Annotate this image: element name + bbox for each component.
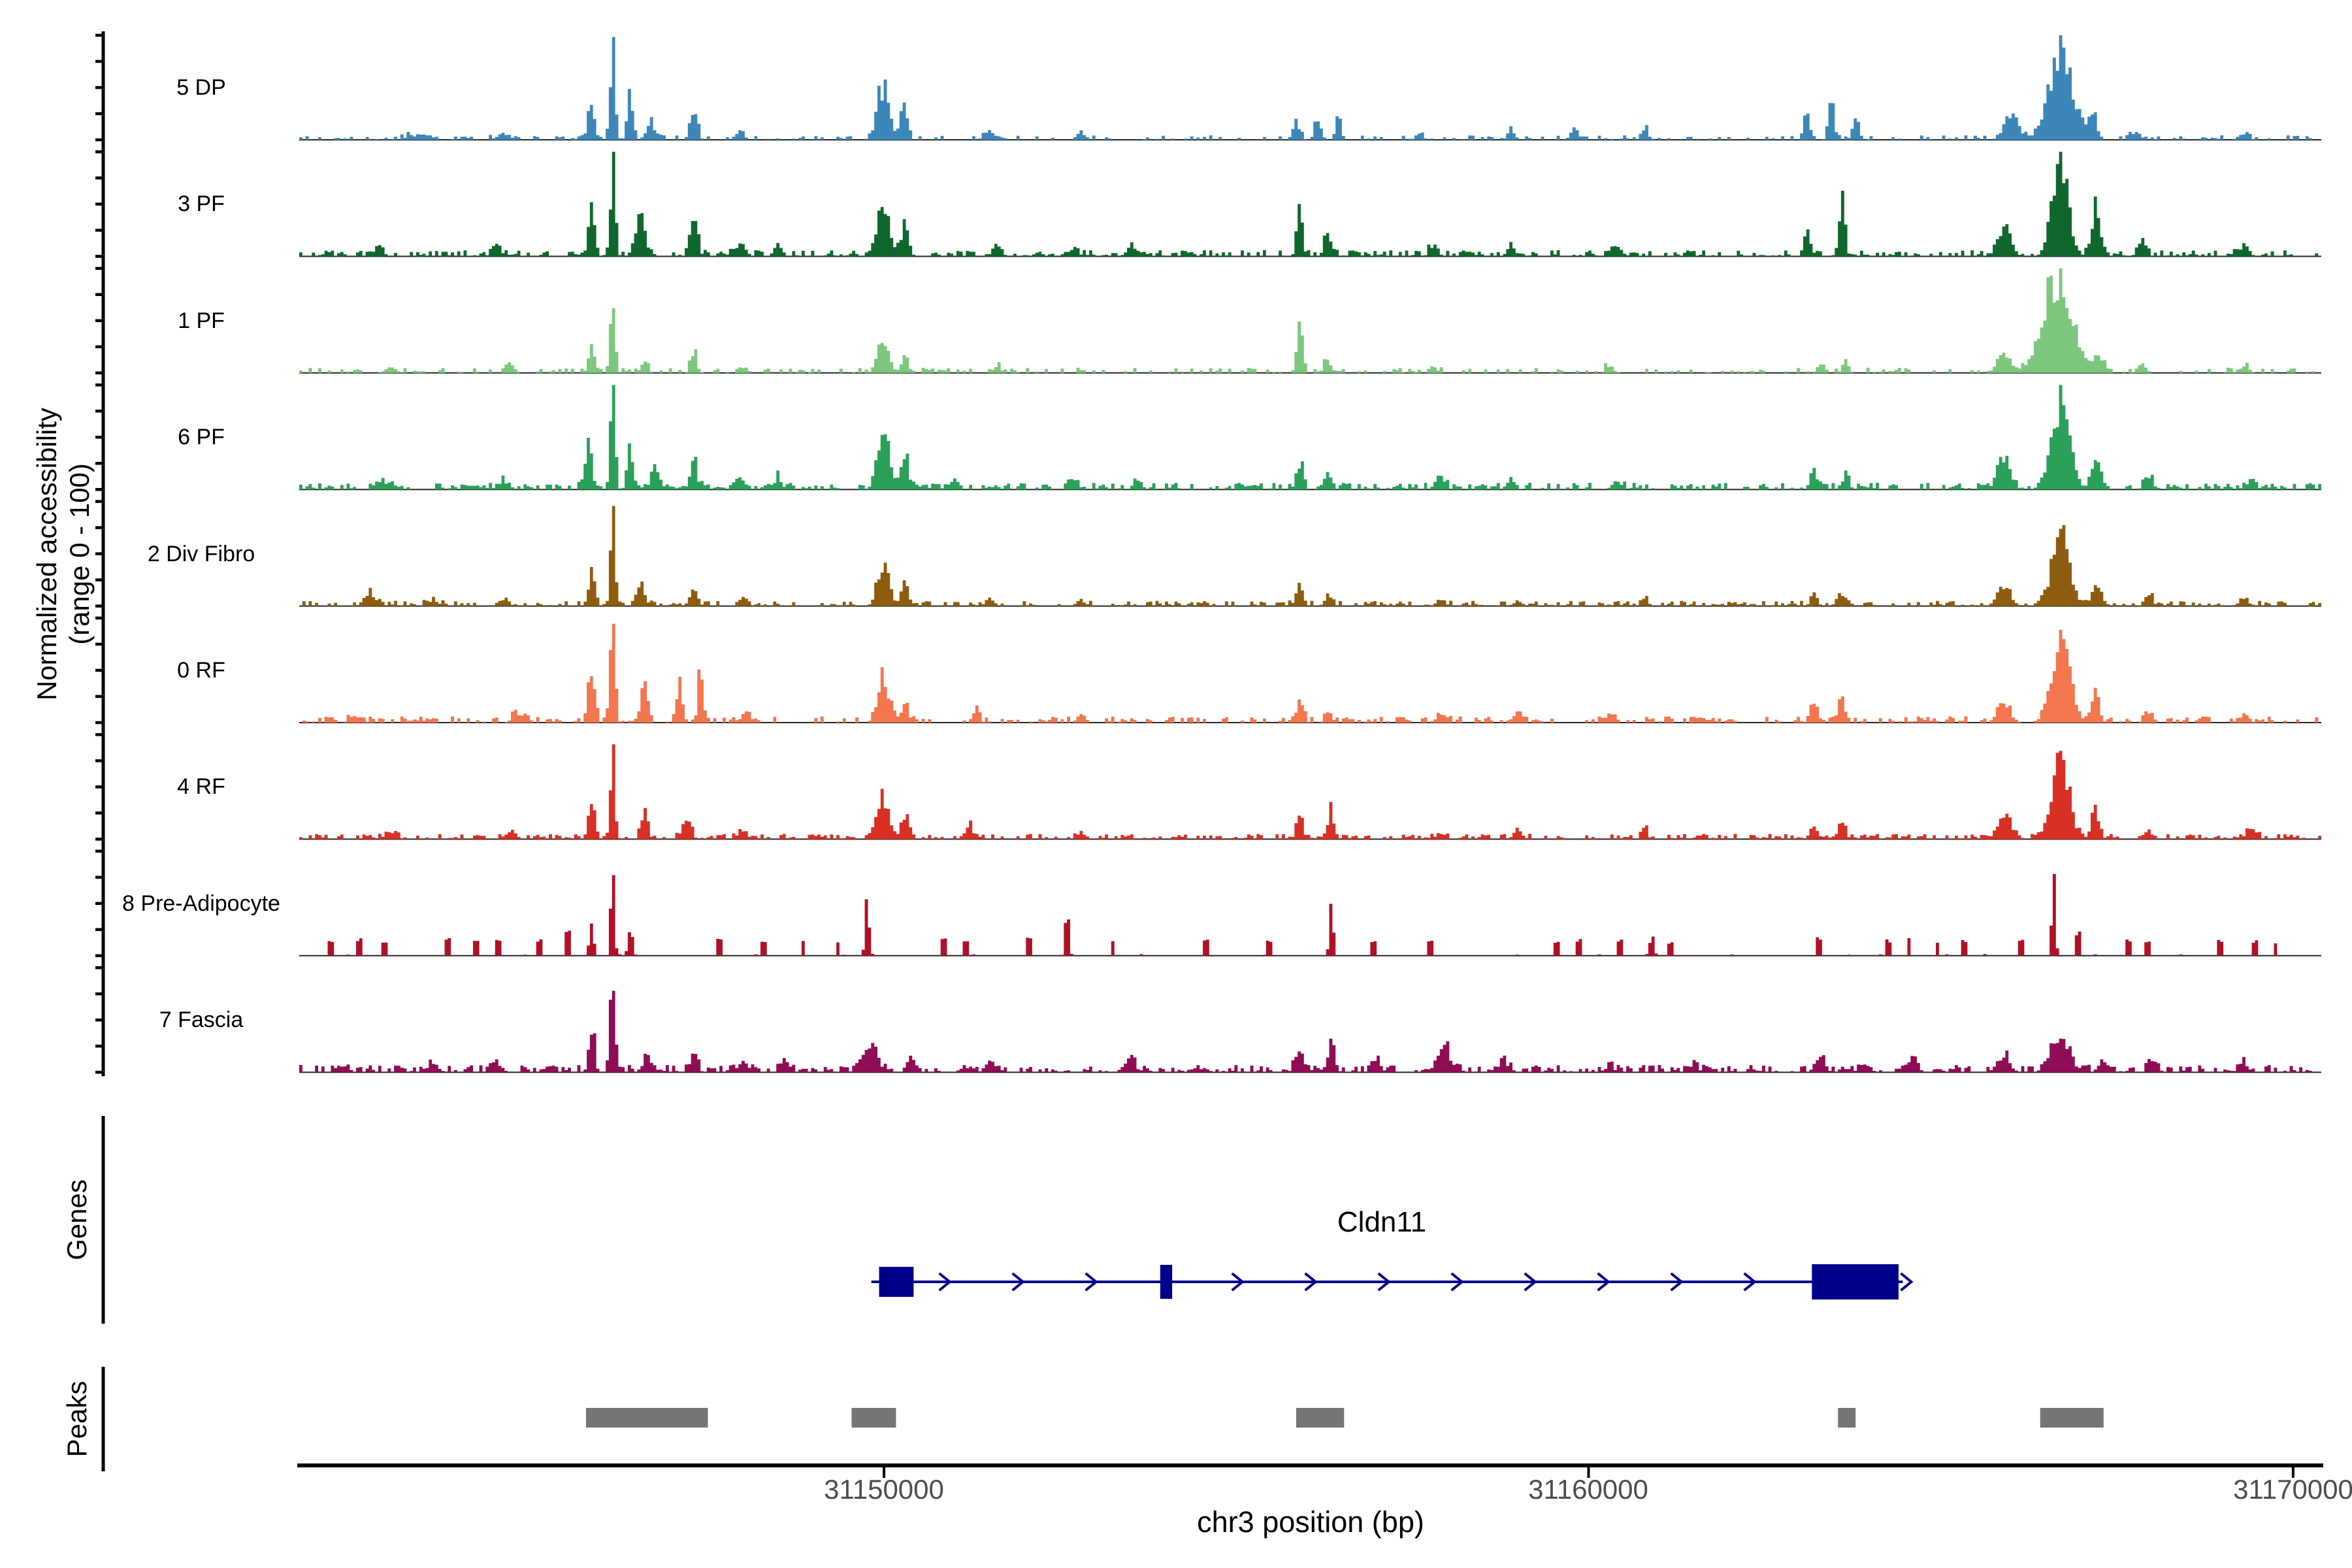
- coverage-area-4-rf: [299, 744, 2321, 840]
- coverage-area-3-pf: [299, 152, 2321, 257]
- coverage-area-7-fascia: [299, 990, 2321, 1073]
- gene-direction-arrow: [1085, 1272, 1098, 1292]
- gene-direction-arrow: [1377, 1272, 1391, 1292]
- x-axis-tick-label-3: 31170000: [2233, 1474, 2352, 1505]
- x-axis-tick-label-2: 31160000: [1528, 1474, 1648, 1505]
- gene-direction-arrow: [938, 1272, 952, 1292]
- gene-direction-arrow: [1450, 1272, 1464, 1292]
- coverage-area-2-div-fibro: [299, 506, 2321, 606]
- track-label-6-pf: 6 PF: [178, 425, 225, 449]
- peak-region-5: [2040, 1408, 2104, 1428]
- gene-direction-arrow: [1011, 1272, 1025, 1292]
- coverage-area-6-pf: [299, 385, 2321, 490]
- track-label-1-pf: 1 PF: [178, 308, 225, 333]
- coverage-area-8-pre-adipocyte: [299, 874, 2321, 956]
- gene-exon-1: [879, 1267, 914, 1297]
- gene-direction-arrow-end: [1900, 1272, 1914, 1292]
- gene-direction-arrow: [1743, 1272, 1757, 1292]
- y-axis-title-line1: Normalized accessibility: [31, 407, 62, 701]
- x-axis-title: chr3 position (bp): [1197, 1505, 1424, 1539]
- genes-track-title: Genes: [61, 1179, 92, 1260]
- gene-exon-2: [1160, 1265, 1173, 1299]
- track-label-4-rf: 4 RF: [177, 774, 225, 799]
- track-label-7-fascia: 7 Fascia: [159, 1007, 244, 1032]
- coverage-area-0-rf: [299, 623, 2321, 723]
- track-label-0-rf: 0 RF: [177, 658, 225, 683]
- gene-direction-arrow: [1524, 1272, 1537, 1292]
- gene-name-label: Cldn11: [1337, 1206, 1427, 1238]
- track-label-2-div-fibro: 2 Div Fibro: [147, 542, 255, 566]
- gene-direction-arrow: [1304, 1272, 1318, 1292]
- gene-direction-arrow: [1597, 1272, 1610, 1292]
- track-label-5-dp: 5 DP: [176, 75, 226, 100]
- peak-region-3: [1296, 1408, 1345, 1428]
- gene-direction-arrow: [1231, 1272, 1245, 1292]
- track-label-3-pf: 3 PF: [178, 191, 225, 216]
- gene-exon-3: [1812, 1264, 1899, 1299]
- coverage-area-1-pf: [299, 268, 2321, 373]
- gene-direction-arrow: [1670, 1272, 1684, 1292]
- peaks-track-title: Peaks: [61, 1380, 92, 1458]
- peak-region-1: [585, 1408, 708, 1428]
- x-axis-tick-label-1: 31150000: [824, 1474, 944, 1505]
- peak-region-2: [851, 1408, 896, 1428]
- peak-region-4: [1838, 1408, 1856, 1428]
- coverage-area-5-dp: [299, 35, 2321, 140]
- track-label-8-pre-adipocyte: 8 Pre-Adipocyte: [122, 891, 280, 916]
